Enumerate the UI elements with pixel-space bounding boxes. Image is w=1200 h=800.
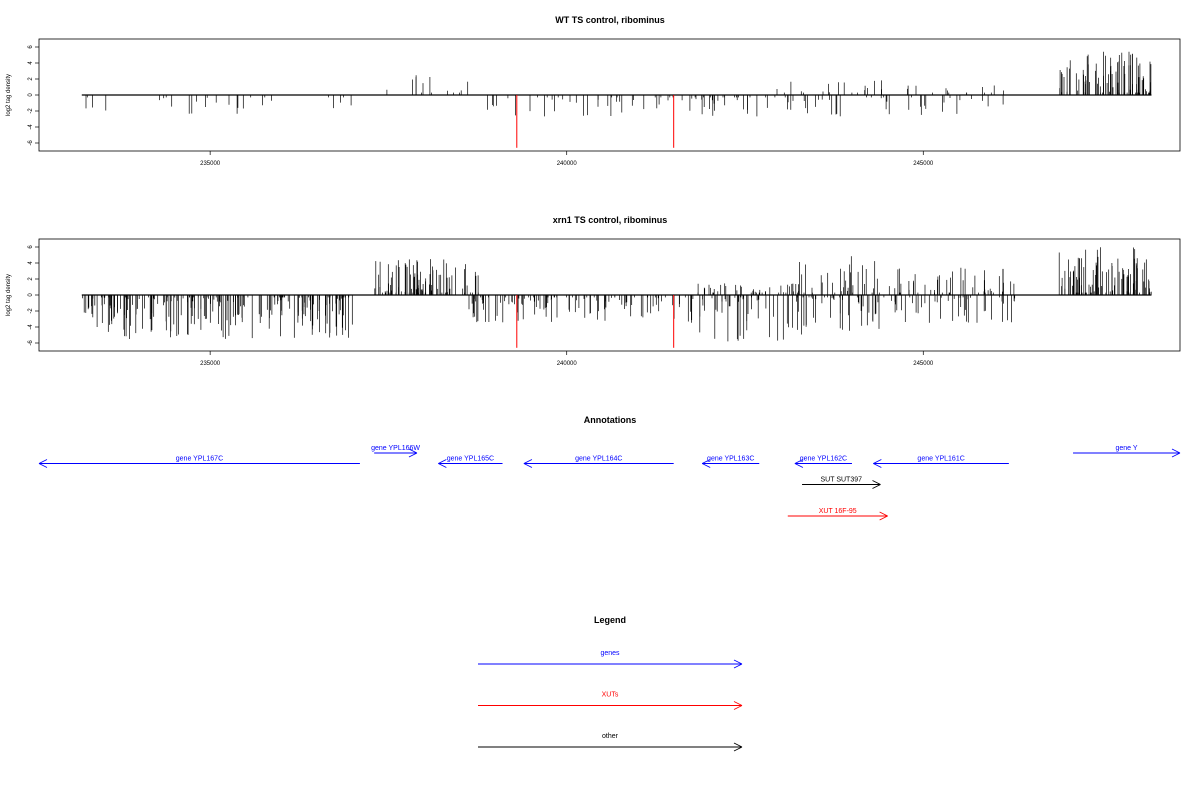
annotations-title: Annotations (584, 415, 637, 425)
annotation-arrow (702, 459, 760, 468)
y-tick-label: 4 (28, 261, 34, 265)
annotation-arrow (802, 480, 881, 489)
x-tick-label: 240000 (557, 161, 578, 167)
legend-label: XUTs (602, 692, 619, 699)
y-tick-label: 2 (28, 277, 34, 281)
y-tick-label: -2 (28, 108, 34, 114)
x-tick-label: 235000 (200, 161, 221, 167)
y-tick-label: 0 (28, 93, 34, 97)
density-bars (81, 247, 1152, 348)
x-tick-label: 245000 (913, 361, 934, 367)
y-tick-label: -2 (28, 308, 34, 314)
annotation-arrow (438, 459, 503, 468)
y-tick-label: 4 (28, 61, 34, 65)
x-axis: 235000 240000 245000 (200, 151, 934, 167)
y-tick-label: -4 (28, 324, 34, 330)
annotation-arrow (794, 459, 852, 468)
legend-label: genes (600, 650, 620, 657)
y-tick-label: -4 (28, 124, 34, 130)
panel-title: xrn1 TS control, ribominus (553, 215, 668, 225)
annotation-arrow (1073, 448, 1181, 458)
x-axis: 235000 240000 245000 (200, 351, 934, 367)
x-tick-label: 235000 (200, 361, 221, 367)
annotation-label: XUT 16F-95 (819, 508, 857, 515)
panel-xrn1: xrn1 TS control, ribominus log2 tag dens… (6, 215, 1181, 367)
legend-arrow (478, 701, 743, 710)
legend-arrow (478, 742, 743, 752)
annotation-arrow (787, 511, 888, 521)
legend-label: other (602, 733, 619, 740)
y-tick-label: 6 (28, 245, 34, 249)
y-tick-label: -6 (28, 140, 34, 146)
annotation-arrow (873, 459, 1009, 468)
y-tick-label: 6 (28, 45, 34, 49)
y-axis: -6 -4 -2 0 2 4 6 (28, 245, 39, 346)
y-axis-label: log2 tag density (6, 274, 12, 316)
y-axis-label: log2 tag density (6, 74, 12, 116)
annotation-label: gene YPL163C (707, 456, 754, 463)
panel-wt: WT TS control, ribominus log2 tag densit… (6, 15, 1181, 167)
annotation-label: gene Y (1115, 445, 1137, 452)
y-tick-label: 0 (28, 293, 34, 297)
density-bars (81, 51, 1152, 148)
x-tick-label: 245000 (913, 161, 934, 167)
annotation-label: gene YPL167C (176, 456, 223, 463)
panel-title: WT TS control, ribominus (555, 15, 665, 25)
annotation-label: gene YPL161C (917, 456, 964, 463)
legend-panel: Legend genes XUTs other (478, 615, 743, 752)
x-tick-label: 240000 (557, 361, 578, 367)
annotation-label: SUT SUT397 (821, 477, 863, 484)
y-tick-label: 2 (28, 77, 34, 81)
annotation-features: gene YPL167C gene YPL166W gene YPL165C gene… (38, 445, 1181, 521)
annotation-label: gene YPL162C (800, 456, 847, 463)
annotation-arrow (523, 459, 674, 468)
annotation-label: gene YPL164C (575, 456, 622, 463)
annotation-label: gene YPL166W (371, 445, 420, 452)
legend-title: Legend (594, 615, 626, 625)
y-axis: -6 -4 -2 0 2 4 6 (28, 45, 39, 146)
y-tick-label: -6 (28, 340, 34, 346)
annotation-arrow (374, 448, 418, 458)
legend-arrow (478, 659, 743, 669)
annotation-arrow (38, 459, 360, 468)
annotation-label: gene YPL165C (447, 456, 494, 463)
legend-items: genes XUTs other (478, 650, 743, 752)
